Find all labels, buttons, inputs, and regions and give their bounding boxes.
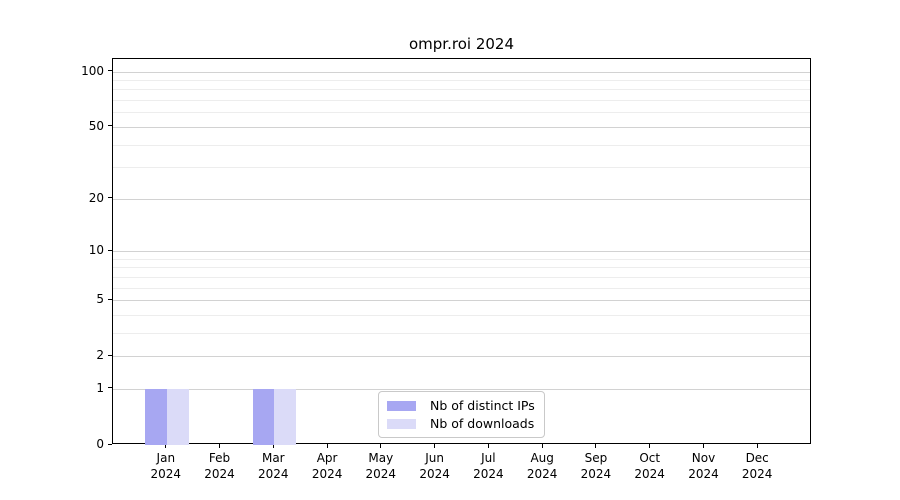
major-gridline xyxy=(113,356,810,358)
x-tick-month: May xyxy=(368,451,394,465)
x-tick-mark xyxy=(487,444,489,448)
legend: Nb of distinct IPs Nb of downloads xyxy=(378,391,545,438)
x-tick-year: 2024 xyxy=(258,467,289,481)
x-tick-label: Nov 2024 xyxy=(672,450,736,482)
minor-gridline xyxy=(113,267,810,269)
major-gridline xyxy=(113,251,810,252)
minor-gridline xyxy=(113,89,810,91)
legend-swatch-downloads xyxy=(387,418,416,429)
legend-swatch-distinct-ips xyxy=(387,400,416,411)
x-tick-year: 2024 xyxy=(365,467,397,481)
x-tick-label: May 2024 xyxy=(349,450,413,482)
y-tick-mark xyxy=(108,387,112,389)
x-tick-mark xyxy=(434,444,436,448)
x-tick-month: Jan xyxy=(156,451,176,465)
y-tick-mark xyxy=(108,354,112,356)
x-tick-label: Sep 2024 xyxy=(564,450,628,482)
x-tick-year: 2024 xyxy=(634,467,665,481)
x-tick-mark xyxy=(541,444,543,448)
x-tick-label: Jan 2024 xyxy=(134,450,198,482)
x-tick-mark xyxy=(756,444,758,448)
y-tick-mark xyxy=(108,298,112,300)
y-tick-mark xyxy=(108,125,112,127)
x-tick-label: Feb 2024 xyxy=(188,450,252,482)
x-tick-label: Jul 2024 xyxy=(456,450,520,482)
x-tick-year: 2024 xyxy=(688,467,719,481)
x-tick-mark xyxy=(326,444,328,448)
y-tick-label: 2 xyxy=(96,348,104,363)
x-tick-month: Nov xyxy=(691,451,716,465)
x-tick-year: 2024 xyxy=(741,467,773,481)
x-tick-month: Aug xyxy=(530,451,554,465)
x-tick-month: Jun xyxy=(425,451,444,465)
minor-gridline xyxy=(113,144,810,146)
y-tick-mark xyxy=(108,197,112,199)
x-tick-label: Jun 2024 xyxy=(403,450,467,482)
x-tick-mark xyxy=(272,444,274,448)
y-tick-label: 5 xyxy=(96,292,104,306)
x-tick-mark xyxy=(219,444,220,448)
minor-gridline xyxy=(113,80,810,81)
bar-distinct-ips xyxy=(145,388,167,445)
x-tick-label: Aug 2024 xyxy=(510,450,574,482)
chart-title: ompr.roi 2024 xyxy=(409,35,514,53)
x-tick-year: 2024 xyxy=(419,467,450,481)
minor-gridline xyxy=(113,314,810,316)
x-tick-month: Mar xyxy=(261,451,285,465)
x-tick-month: Sep xyxy=(584,451,608,465)
bar-downloads xyxy=(274,388,297,445)
x-tick-label: Oct 2024 xyxy=(618,450,682,482)
x-tick-month: Apr xyxy=(316,451,338,465)
y-tick-label: 0 xyxy=(96,437,104,451)
plot-area xyxy=(112,58,811,445)
y-tick-mark xyxy=(108,70,112,72)
x-tick-year: 2024 xyxy=(473,467,504,481)
major-gridline xyxy=(113,126,810,128)
x-tick-month: Dec xyxy=(745,451,769,465)
y-tick-label: 50 xyxy=(88,118,104,133)
legend-item-downloads: Nb of downloads xyxy=(387,416,536,431)
y-tick-mark xyxy=(108,443,112,445)
x-tick-year: 2024 xyxy=(204,467,235,481)
legend-label-downloads: Nb of downloads xyxy=(430,416,535,431)
x-tick-label: Apr 2024 xyxy=(295,450,359,482)
y-tick-mark xyxy=(108,249,112,251)
minor-gridline xyxy=(113,276,810,278)
major-gridline xyxy=(113,300,810,301)
minor-gridline xyxy=(113,167,810,169)
x-tick-year: 2024 xyxy=(311,467,343,481)
x-tick-mark xyxy=(165,444,167,448)
major-gridline xyxy=(113,198,810,200)
x-tick-mark xyxy=(649,444,651,448)
major-gridline xyxy=(113,388,810,390)
bar-distinct-ips xyxy=(252,388,275,445)
y-tick-label: 1 xyxy=(96,380,104,395)
x-tick-year: 2024 xyxy=(150,467,182,481)
minor-gridline xyxy=(113,332,810,334)
major-gridline xyxy=(113,71,810,73)
legend-item-distinct-ips: Nb of distinct IPs xyxy=(387,398,536,413)
x-tick-mark xyxy=(380,444,382,448)
x-tick-month: Feb xyxy=(208,451,231,465)
x-tick-year: 2024 xyxy=(526,467,558,481)
x-tick-year: 2024 xyxy=(580,467,612,481)
x-tick-label: Dec 2024 xyxy=(725,450,789,482)
bar-downloads xyxy=(166,388,189,445)
y-tick-label: 100 xyxy=(81,63,104,78)
minor-gridline xyxy=(113,100,810,102)
x-tick-month: Jul xyxy=(481,451,496,465)
x-tick-month: Oct xyxy=(639,451,661,465)
x-tick-mark xyxy=(595,444,597,448)
minor-gridline xyxy=(113,258,810,260)
y-tick-label: 10 xyxy=(88,243,104,257)
minor-gridline xyxy=(113,287,810,289)
minor-gridline xyxy=(113,112,810,114)
legend-label-distinct-ips: Nb of distinct IPs xyxy=(430,398,535,413)
y-tick-label: 20 xyxy=(88,190,104,205)
x-tick-label: Mar 2024 xyxy=(241,450,305,482)
x-tick-mark xyxy=(703,444,704,448)
